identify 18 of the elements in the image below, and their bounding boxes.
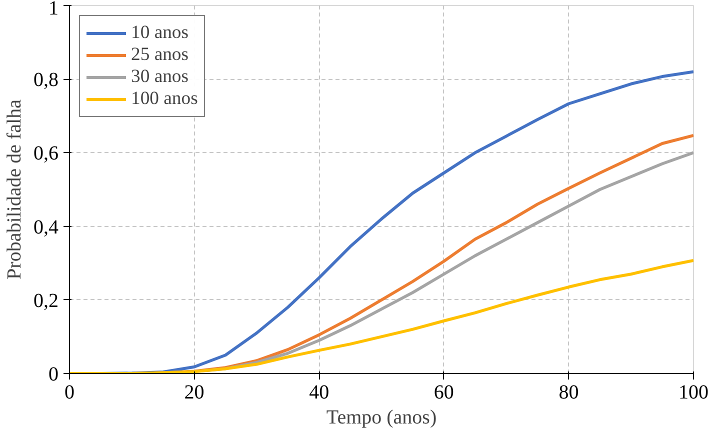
y-tick-label: 0,8 [34, 69, 58, 92]
x-tick-label: 80 [558, 382, 579, 404]
y-tick-label: 0,6 [34, 142, 58, 165]
y-tick-label: 0,4 [34, 216, 58, 238]
x-tick-label: 0 [64, 382, 74, 404]
y-tick-label: 1 [48, 0, 58, 20]
y-tick-label: 0 [48, 364, 58, 386]
legend-label: 30 anos [131, 66, 189, 88]
y-tick-label: 0,2 [34, 290, 58, 312]
x-tick-label: 40 [309, 382, 330, 404]
legend-label: 25 anos [131, 44, 189, 66]
legend-label: 10 anos [131, 22, 189, 44]
x-tick-label: 60 [434, 382, 454, 404]
y-axis-title: Probabilidade de falha [4, 99, 26, 280]
x-tick-label: 20 [184, 382, 204, 404]
x-tick-label: 100 [678, 382, 708, 404]
legend-label: 100 anos [131, 88, 198, 110]
x-axis-title: Tempo (anos) [326, 406, 437, 428]
